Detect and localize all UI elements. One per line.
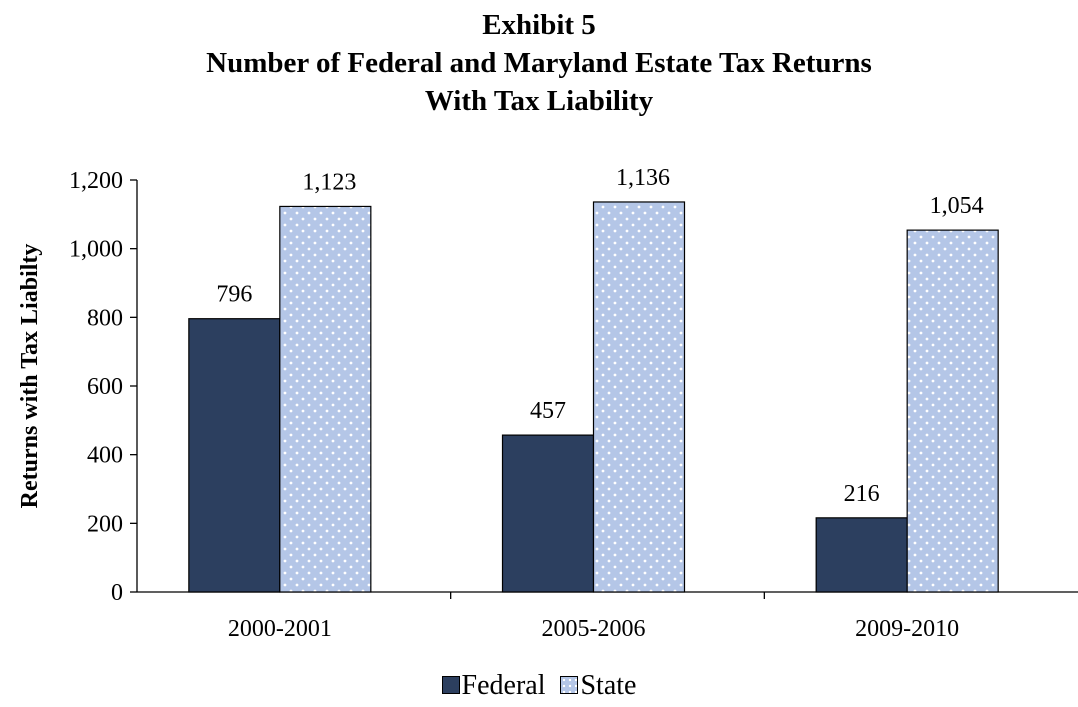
- y-axis-title: Returns with Tax Liabilty: [17, 244, 43, 509]
- legend-swatch-state: [560, 675, 579, 694]
- bar-federal-2005-2006: [501, 434, 595, 593]
- y-tick-label: 200: [87, 511, 123, 537]
- legend-label-federal: Federal: [461, 669, 546, 701]
- data-label-state-2005-2006: 1,136: [616, 165, 670, 191]
- y-tick-label: 600: [87, 374, 123, 400]
- y-tick-label: 800: [87, 305, 123, 331]
- legend-item-federal: Federal: [441, 669, 546, 701]
- bar-federal-2009-2010: [815, 517, 908, 593]
- data-label-federal-2009-2010: 216: [844, 481, 880, 507]
- y-tick-label: 400: [87, 443, 123, 469]
- data-label-state-2009-2010: 1,054: [930, 193, 984, 219]
- title-line-2: Number of Federal and Maryland Estate Ta…: [206, 47, 872, 79]
- y-tick-label: 1,000: [69, 237, 123, 263]
- x-tick-label: 2009-2010: [855, 616, 959, 642]
- bar-federal-2000-2001: [188, 318, 281, 593]
- bar-state-2009-2010: [906, 229, 999, 593]
- y-tick-label: 0: [111, 580, 123, 606]
- y-tick-label: 1,200: [69, 168, 123, 194]
- x-tick-label: 2000-2001: [228, 616, 332, 642]
- bar-state-2005-2006: [592, 201, 686, 593]
- data-label-federal-2000-2001: 796: [216, 282, 252, 308]
- title-line-3: With Tax Liability: [424, 85, 654, 117]
- bar-state-2000-2001: [279, 205, 372, 593]
- data-label-state-2000-2001: 1,123: [302, 169, 356, 195]
- x-tick-label: 2005-2006: [542, 616, 646, 642]
- data-label-federal-2005-2006: 457: [530, 398, 566, 424]
- legend-item-state: State: [560, 669, 637, 701]
- legend-swatch-federal: [441, 675, 460, 694]
- bar-chart: 0 200 400 600 800 1,000 1,200 796 1,123 2000-2001…: [17, 165, 1078, 642]
- title-line-1: Exhibit 5: [482, 9, 596, 41]
- legend-label-state: State: [580, 669, 637, 701]
- chart-title: Exhibit 5 Number of Federal and Maryland…: [0, 6, 1078, 120]
- legend: Federal State: [0, 670, 1078, 700]
